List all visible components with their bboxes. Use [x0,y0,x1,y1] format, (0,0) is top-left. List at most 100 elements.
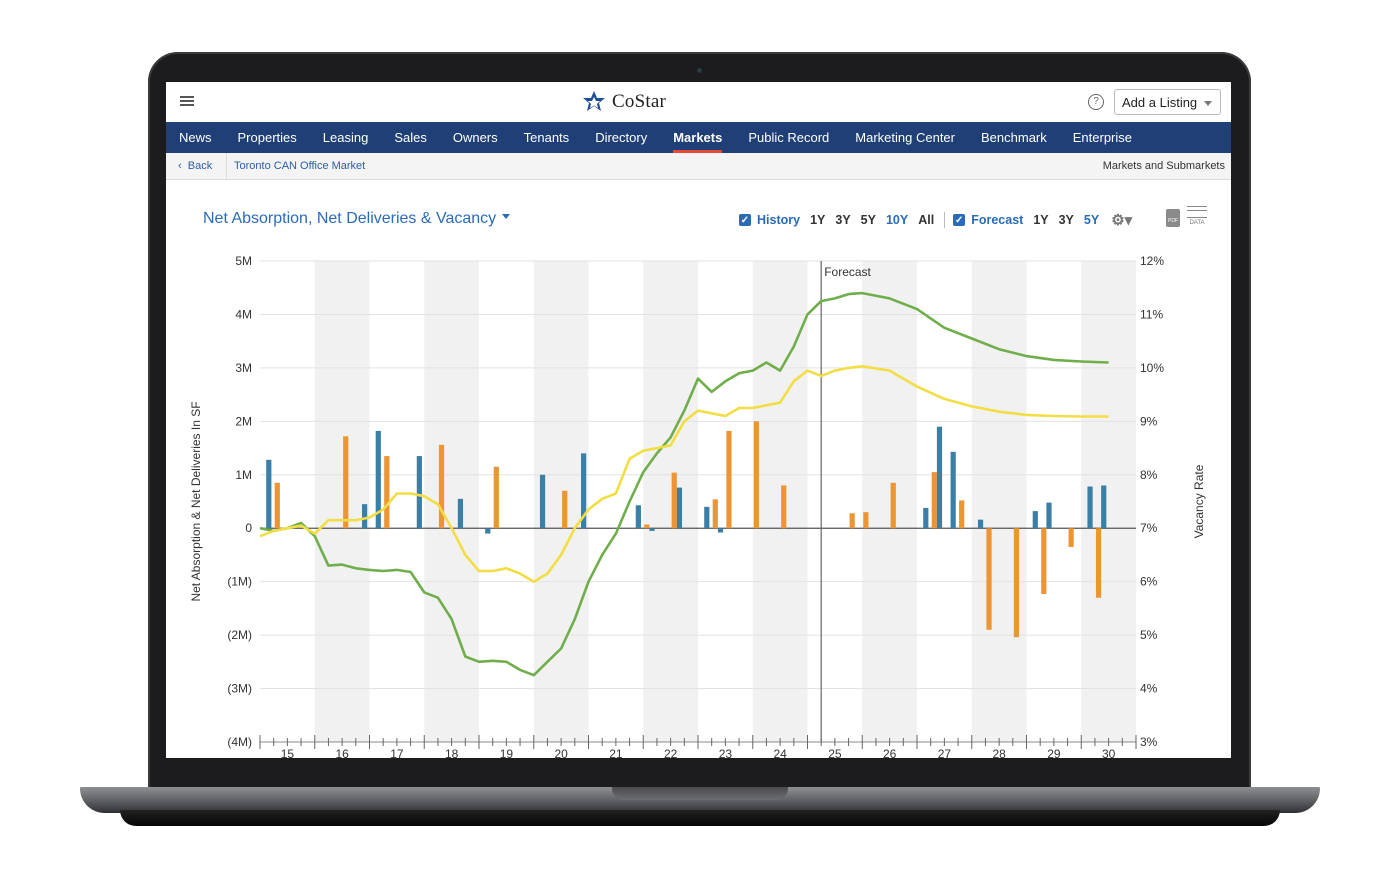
forecast-option-5y[interactable]: 5Y [1083,213,1100,227]
x-tick-label: 15 [281,747,295,758]
pdf-icon[interactable]: PDF [1166,209,1180,227]
breadcrumb[interactable]: Toronto CAN Office Market [234,160,366,172]
question-circle-icon[interactable]: ? [1088,94,1104,110]
net-absorption-bar [671,472,677,529]
net-deliveries-bar [717,528,724,533]
net-deliveries-bar [485,528,491,534]
net-deliveries-bar [936,426,943,529]
nav-item-enterprise[interactable]: Enterprise [1072,130,1132,145]
laptop-base-bottom [120,810,1280,826]
history-option-10y[interactable]: 10Y [885,213,909,227]
net-absorption-bar [959,500,965,529]
nav-item-markets[interactable]: Markets [660,122,735,153]
forecast-checkbox[interactable]: ✓ [953,214,966,226]
history-option-all[interactable]: All [918,213,935,227]
y-tick-label: (3M) [227,682,252,696]
history-option-5y[interactable]: 5Y [860,213,876,227]
forecast-label[interactable]: Forecast [971,213,1024,227]
main-nav: News Properties Leasing Sales Owners Tenants D… [166,122,1231,153]
history-option-3y[interactable]: 3Y [835,213,851,227]
y2-tick-label: 4% [1140,682,1158,696]
x-tick-label: 22 [664,747,678,758]
net-absorption-bar [753,421,759,529]
net-absorption-bar [712,499,718,529]
chart-title-dropdown[interactable]: Net Absorption, Net Deliveries & Vacancy [203,210,511,228]
nav-item-benchmark[interactable]: Benchmark [981,130,1047,145]
net-deliveries-bar [1087,486,1093,529]
net-absorption-bar [1068,528,1074,547]
x-tick-label: 26 [883,747,897,758]
nav-item-owners[interactable]: Owners [452,130,498,145]
divider [226,153,227,179]
nav-item-news[interactable]: News [179,130,212,145]
costar-logo[interactable]: CoStar [582,90,666,114]
data-table-icon[interactable]: DATA [1187,206,1207,226]
history-checkbox[interactable]: ✓ [739,214,751,226]
back-link[interactable]: ‹ Back [178,153,212,179]
year-band [971,261,1027,742]
logo-text: CoStar [612,91,666,112]
net-absorption-bar [644,524,650,529]
laptop-lid: CoStar ? Add a Listing News Properties Lea… [148,52,1251,792]
x-tick-label: 25 [828,747,842,758]
forecast-option-1y[interactable]: 1Y [1033,213,1049,227]
history-label[interactable]: History [757,213,801,227]
net-absorption-bar [438,444,445,529]
add-listing-label: Add a Listing [1122,94,1198,110]
y2-axis-title: Vacancy Rate [1192,464,1206,538]
nav-item-public-record[interactable]: Public Record [748,130,830,145]
vacancy-line-vacancy_green [259,291,1109,677]
net-deliveries-bar [457,498,464,529]
net-absorption-bar [781,485,787,529]
y2-tick-label: 11% [1140,307,1163,321]
markets-submarkets-link[interactable]: Markets and Submarkets [1102,160,1225,172]
caret-down-icon [502,214,511,219]
nav-item-sales[interactable]: Sales [394,130,427,145]
forecast-label: Forecast [824,265,871,279]
net-absorption-bar [1041,528,1047,594]
net-absorption-bar [562,490,568,529]
net-deliveries-bar [375,430,381,529]
chevron-down-icon [1204,101,1212,106]
net-deliveries-bar [977,519,984,529]
nav-item-tenants[interactable]: Tenants [523,130,570,145]
laptop-notch [612,787,788,800]
net-deliveries-bar [704,506,710,529]
net-absorption-bar [726,430,732,529]
gear-icon[interactable]: ⚙▾ [1111,212,1133,229]
top-bar: CoStar ? Add a Listing [166,82,1231,123]
chart-title: Net Absorption, Net Deliveries & Vacancy [203,210,497,227]
hamburger-menu-icon[interactable] [180,96,194,106]
net-deliveries-bar [950,451,956,529]
costar-star-icon [583,91,605,111]
y2-tick-label: 7% [1140,521,1158,535]
net-deliveries-bar [266,459,272,529]
x-tick-label: 19 [500,747,514,758]
net-deliveries-bar [635,505,641,529]
history-option-1y[interactable]: 1Y [810,213,826,227]
toolbar-divider [944,212,946,228]
nav-item-directory[interactable]: Directory [595,130,648,145]
add-listing-dropdown[interactable]: Add a Listing [1114,89,1221,115]
nav-item-leasing[interactable]: Leasing [322,130,369,145]
net-deliveries-bar [539,474,546,529]
y-tick-label: 0 [245,521,252,535]
net-absorption-bar [986,528,992,630]
y2-tick-label: 10% [1140,361,1164,375]
table-lines-icon [1187,206,1207,218]
nav-item-properties[interactable]: Properties [237,130,297,145]
net-absorption-bar [493,466,499,529]
x-tick-label: 18 [445,747,459,758]
net-deliveries-bar [416,456,422,529]
pdf-label: PDF [1168,218,1178,224]
net-deliveries-bar [649,528,655,531]
year-band [862,261,917,742]
y2-tick-label: 12% [1140,254,1164,268]
x-tick-label: 24 [773,747,787,758]
y-tick-label: 4M [235,307,252,321]
screen: CoStar ? Add a Listing News Properties Lea… [166,82,1231,758]
y-tick-label: (4M) [227,735,252,749]
forecast-option-3y[interactable]: 3Y [1058,213,1074,227]
net-absorption-bar [1095,528,1102,598]
nav-item-marketing-center[interactable]: Marketing Center [855,130,955,145]
